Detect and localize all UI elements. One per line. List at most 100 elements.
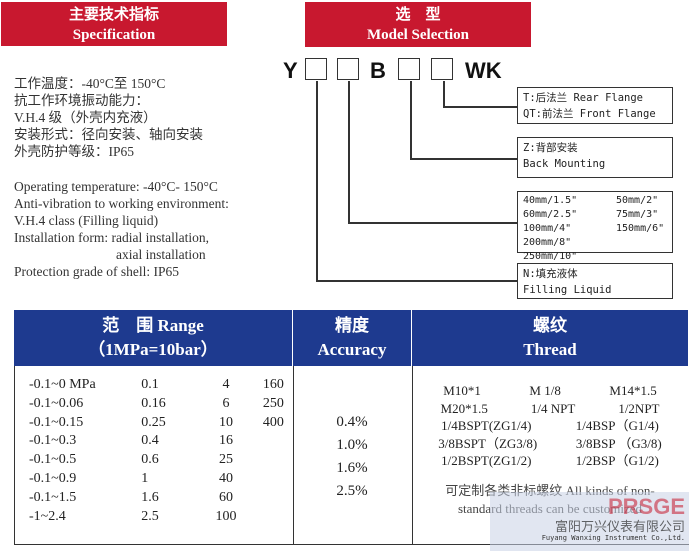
model-title-en: Model Selection: [366, 27, 470, 43]
range-value: -0.1~0.3: [29, 433, 77, 449]
code-b: B: [370, 58, 386, 83]
thread-value: 1/2NPT: [618, 400, 660, 416]
option-line: T:后法兰 Rear Flange: [523, 92, 644, 104]
mount-option-box: Z:背部安装 Back Mounting: [517, 137, 673, 178]
model-title-cn: 选 型: [395, 7, 441, 23]
spec-list-en: Operating temperature: -40°C- 150°C Anti…: [14, 178, 229, 280]
watermark-company-cn: 富阳万兴仪表有限公司: [554, 519, 685, 534]
accuracy-cell: 0.4% 1.0% 1.6% 2.5%: [292, 366, 413, 545]
thread-row: 1/2BSPT(ZG1/2) 1/2BSP（G1/2): [411, 452, 689, 470]
size-option-box: 40mm/1.5" 50mm/2" 60mm/2.5" 75mm/3" 100mm/…: [517, 191, 673, 262]
range-row: -0.1~0.9 1 40: [29, 470, 293, 489]
range-header: 范 围 Range （1MPa=10bar）: [14, 310, 292, 366]
range-cell: -0.1~0 MPa 0.1 4 160 -0.1~0.06 0.16 6 250 -0.1~0…: [14, 366, 294, 545]
spec-title-en: Specification: [72, 27, 156, 43]
thread-value: M10*1: [443, 383, 481, 398]
spec-list-cn: 工作温度：-40°C至 150°C 抗工作环境振动能力： V.H.4 级（外壳内…: [14, 75, 203, 160]
connector-line: [443, 106, 517, 108]
range-value: [254, 489, 293, 508]
range-value: 4: [222, 377, 230, 392]
connector-line: [316, 280, 517, 282]
spec-line: V.H.4 class (Filling liquid): [14, 213, 159, 228]
connector-line: [348, 222, 517, 224]
range-header-unit: （1MPa=10bar）: [88, 340, 218, 359]
size-option: 250mm/10": [523, 251, 578, 262]
watermark-company-en: Fuyang Wanxing Instrument Co.,Ltd.: [541, 534, 685, 542]
code-wk: WK: [465, 58, 502, 83]
accuracy-header-en: Accuracy: [317, 340, 387, 359]
accuracy-header: 精度 Accuracy: [293, 310, 411, 366]
accuracy-value: 2.5%: [336, 483, 368, 499]
thread-value: 1/4BSPT(ZG1/4): [441, 418, 532, 433]
thread-value: M 1/8: [529, 383, 561, 398]
range-value: 0.16: [141, 395, 166, 411]
size-option: 60mm/2.5": [523, 209, 578, 220]
range-value: 160: [262, 377, 284, 392]
range-value: [254, 470, 293, 489]
code-slot-mount: [398, 58, 420, 80]
size-row: 200mm/8" 250mm/10": [523, 236, 667, 264]
range-row: -0.1~0.06 0.16 6 250: [29, 395, 293, 414]
range-value: 1.6: [141, 489, 159, 505]
range-value: -0.1~0.06: [29, 395, 84, 411]
code-y: Y: [283, 58, 298, 83]
thread-header-cn: 螺纹: [533, 316, 567, 335]
code-slot-flange: [431, 58, 453, 80]
range-value: 0.1: [141, 377, 159, 392]
watermark: PRSGE 富阳万兴仪表有限公司 Fuyang Wanxing Instrume…: [490, 492, 689, 551]
connector-line: [348, 81, 350, 223]
thread-value: 1/4 NPT: [530, 400, 576, 416]
range-value: [254, 451, 293, 470]
spec-line: axial installation: [116, 247, 206, 262]
range-row: -0.1~0 MPa 0.1 4 160: [29, 376, 293, 395]
range-value: 250: [262, 395, 284, 411]
size-option: 100mm/4": [523, 223, 572, 234]
accuracy-value: 0.4%: [336, 414, 368, 430]
option-line: Back Mounting: [523, 158, 606, 170]
thread-row: M10*1 M 1/8 M14*1.5: [411, 382, 689, 400]
range-value: 40: [219, 470, 234, 486]
range-value: -0.1~0.9: [29, 470, 77, 486]
thread-row: 3/8BSPT（ZG3/8) 3/8BSP （G3/8): [411, 435, 689, 453]
watermark-logo: PRSGE: [607, 494, 685, 519]
range-row: -1~2.4 2.5 100: [29, 508, 293, 527]
thread-value: 1/2BSPT(ZG1/2): [441, 453, 532, 468]
connector-line: [410, 81, 412, 159]
spec-line: Protection grade of shell: IP65: [14, 264, 179, 279]
range-value: -1~2.4: [29, 508, 66, 524]
thread-value: 1/4BSP（G1/4): [575, 418, 659, 433]
range-value: -0.1~0.15: [29, 414, 84, 430]
range-header-cn: 范 围 Range: [102, 316, 204, 335]
range-value: 0.4: [141, 433, 159, 449]
range-value: -0.1~0.5: [29, 452, 77, 468]
range-value: 60: [219, 489, 234, 505]
spec-title-cn: 主要技术指标: [68, 7, 159, 23]
spec-line: Anti-vibration to working environment:: [14, 196, 229, 211]
accuracy-value: 1.0%: [336, 437, 368, 453]
range-value: -0.1~1.5: [29, 489, 77, 505]
range-value: 100: [215, 508, 237, 524]
size-row: 60mm/2.5" 75mm/3": [523, 208, 667, 222]
range-value: [254, 508, 293, 527]
spec-line: Operating temperature: -40°C- 150°C: [14, 179, 218, 194]
option-line: Filling Liquid: [523, 284, 612, 296]
range-value: 10: [219, 414, 234, 430]
size-row: 40mm/1.5" 50mm/2": [523, 194, 667, 208]
spec-header: 主要技术指标 Specification: [1, 2, 227, 46]
size-option: 50mm/2": [616, 195, 659, 206]
range-row: -0.1~0.5 0.6 25: [29, 451, 293, 470]
accuracy-value: 1.6%: [336, 460, 368, 476]
range-row: -0.1~0.15 0.25 10 400: [29, 414, 293, 433]
thread-value: 1/2BSP（G1/2): [575, 453, 659, 468]
thread-value: 3/8BSP （G3/8): [575, 435, 662, 451]
spec-line: Installation form: radial installation,: [14, 230, 209, 245]
size-option: 150mm/6": [616, 223, 665, 234]
spec-line: V.H.4 级（外壳内充液）: [14, 110, 157, 125]
connector-line: [410, 158, 517, 160]
code-slot-fill: [305, 58, 327, 80]
range-value: 2.5: [141, 508, 159, 524]
size-row: 100mm/4" 150mm/6": [523, 222, 667, 236]
range-value: -0.1~0 MPa: [29, 377, 96, 392]
option-line: N:填充液体: [523, 268, 578, 280]
thread-row: M20*1.5 1/4 NPT 1/2NPT: [411, 400, 689, 418]
